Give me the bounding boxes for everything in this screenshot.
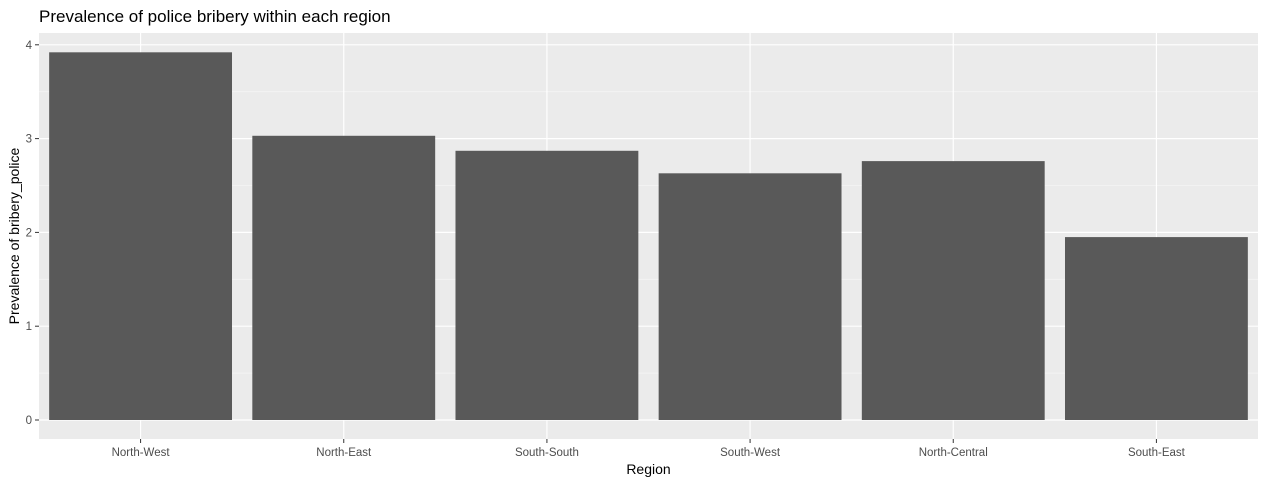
x-axis-title: Region (626, 461, 670, 477)
y-tick-label: 4 (26, 40, 33, 52)
y-tick-label: 2 (26, 227, 32, 239)
x-tick-label: North-East (316, 447, 372, 459)
y-tick-label: 3 (26, 134, 32, 146)
y-axis: 0 1 2 3 4 (26, 40, 39, 427)
y-tick-label: 0 (26, 415, 32, 427)
y-tick-label: 1 (26, 321, 32, 333)
plot-panel (39, 33, 1258, 439)
bar-south-west (658, 173, 842, 420)
x-tick-label: South-East (1128, 447, 1186, 459)
bar-south-east (1064, 237, 1248, 420)
x-tick-label: North-West (112, 447, 171, 459)
bar-south-south (455, 150, 639, 420)
bar-north-central (861, 161, 1045, 420)
bar-north-west (49, 52, 233, 420)
bars (49, 52, 1248, 420)
y-axis-title: Prevalence of bribery_police (6, 147, 22, 324)
x-tick-label: South-West (720, 447, 781, 459)
minor-gridlines (39, 91, 1258, 374)
bar-north-east (252, 135, 436, 420)
x-axis: North-West North-East South-South South-Wes… (112, 439, 1186, 459)
x-tick-label: South-South (515, 447, 579, 459)
x-tick-label: North-Central (919, 447, 988, 459)
chart-title: Prevalence of police bribery within each… (39, 7, 391, 26)
